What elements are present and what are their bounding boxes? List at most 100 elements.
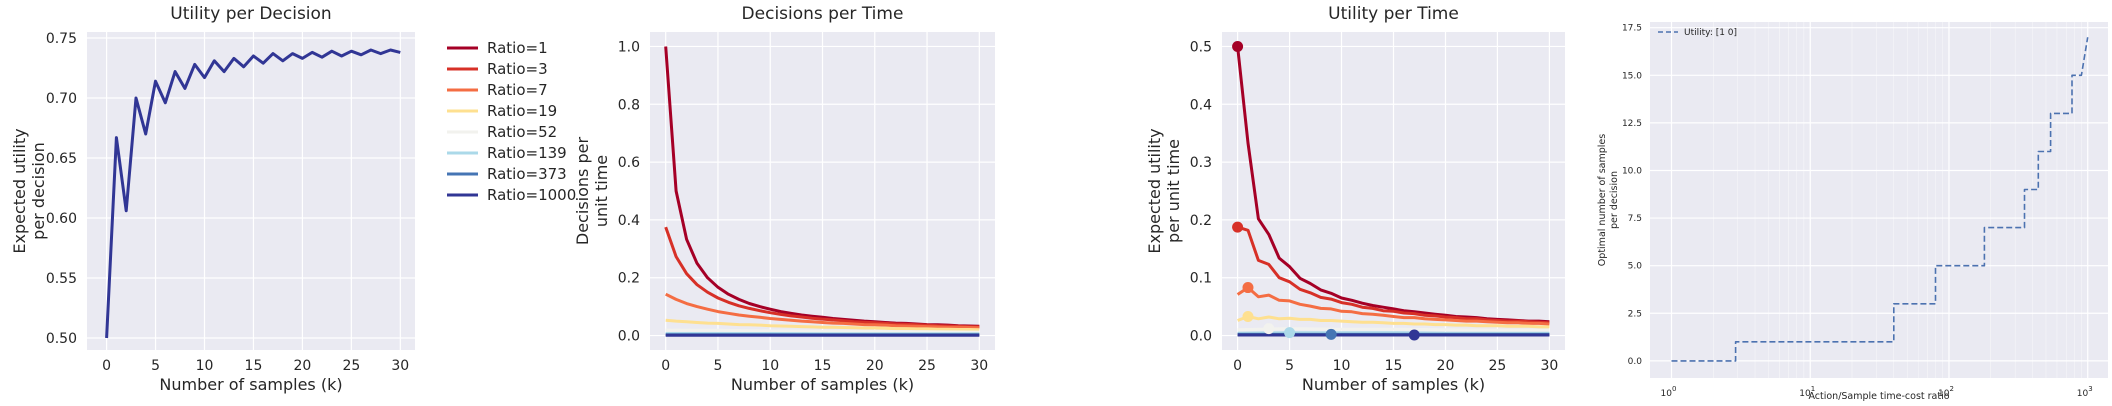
y-axis-label-line: Expected utility bbox=[1145, 128, 1164, 253]
x-tick-label: 103 bbox=[2077, 385, 2093, 399]
optimum-marker bbox=[1232, 221, 1244, 233]
x-tick-label: 5 bbox=[713, 358, 722, 374]
x-axis-label: Number of samples (k) bbox=[731, 375, 914, 394]
y-tick-label: 0.65 bbox=[46, 151, 77, 167]
y-axis-label: Optimal number of samplesper decision bbox=[1597, 134, 1620, 266]
x-tick-label: 30 bbox=[1540, 358, 1558, 374]
optimum-marker bbox=[1242, 282, 1254, 294]
y-tick-label: 0.60 bbox=[46, 211, 77, 227]
x-tick-label: 0 bbox=[1233, 358, 1242, 374]
x-tick-exp: 1 bbox=[1811, 385, 1815, 393]
legend-label: Ratio=3 bbox=[487, 60, 548, 78]
y-tick-label: 1.0 bbox=[618, 39, 640, 55]
y-tick-label: 0.0 bbox=[618, 329, 640, 345]
x-tick-label: 20 bbox=[293, 358, 311, 374]
optimum-marker bbox=[1284, 327, 1296, 339]
y-axis-label: Expected utilityper unit time bbox=[1145, 128, 1183, 253]
y-tick-label: 0.0 bbox=[1628, 357, 1643, 367]
series-line-ratio-52 bbox=[1237, 327, 1550, 332]
x-tick-label: 101 bbox=[1799, 385, 1815, 399]
x-axis-label: Action/Sample time-cost ratio bbox=[1808, 391, 1949, 402]
x-axis-label: Number of samples (k) bbox=[159, 375, 342, 394]
y-tick-label: 0.4 bbox=[618, 213, 640, 229]
optimum-marker bbox=[1408, 329, 1420, 341]
x-tick-base: 10 bbox=[1938, 389, 1950, 399]
series-line-ratio-19 bbox=[1237, 315, 1550, 329]
x-tick-exp: 0 bbox=[1672, 385, 1676, 393]
series-line-ratio-52 bbox=[665, 328, 980, 334]
x-tick-label: 20 bbox=[866, 358, 884, 374]
plot-area bbox=[87, 32, 415, 350]
y-tick-label: 15.0 bbox=[1622, 71, 1642, 81]
panel-utility-per-decision: 0.50 0.55 0.60 0.65 0.70 0.75 0 5 10 15 20 25 30 Util… bbox=[10, 4, 415, 394]
x-tick-label: 5 bbox=[151, 358, 160, 374]
y-tick-label: 0.50 bbox=[46, 331, 77, 347]
x-tick-label: 25 bbox=[342, 358, 360, 374]
y-tick-label: 0.0 bbox=[1190, 329, 1212, 345]
y-axis-label-line: per decision bbox=[1609, 171, 1620, 229]
legend-ratios: Ratio=1 Ratio=3 Ratio=7 Ratio=19 Ratio=52 Rat… bbox=[447, 39, 576, 204]
x-tick-label: 15 bbox=[1385, 358, 1403, 374]
y-axis-label: Decisions perunit time bbox=[573, 137, 611, 246]
x-tick-base: 10 bbox=[1799, 389, 1811, 399]
legend-label: Ratio=373 bbox=[487, 165, 567, 183]
y-tick-label: 5.0 bbox=[1628, 262, 1643, 272]
panel-utility-per-time: 0.0 0.1 0.2 0.3 0.4 0.5 0 5 10 15 20 25 30 Utility pe… bbox=[1145, 4, 1565, 394]
x-tick-label: 20 bbox=[1437, 358, 1455, 374]
y-tick-label: 10.0 bbox=[1622, 166, 1642, 176]
y-tick-label: 12.5 bbox=[1622, 119, 1642, 129]
chart-title: Utility per Time bbox=[1328, 4, 1459, 24]
plot-area bbox=[1650, 22, 2108, 378]
x-axis-label: Number of samples (k) bbox=[1302, 375, 1485, 394]
y-tick-label: 0.8 bbox=[618, 97, 640, 113]
legend-label: Ratio=52 bbox=[487, 123, 557, 141]
y-tick-label: 0.5 bbox=[1190, 39, 1212, 55]
series-line-main bbox=[105, 48, 401, 339]
x-tick-label: 0 bbox=[102, 358, 111, 374]
y-tick-label: 0.75 bbox=[46, 31, 77, 47]
chart-title: Decisions per Time bbox=[742, 4, 904, 24]
y-tick-label: 0.2 bbox=[1190, 213, 1212, 229]
y-axis-label: Expected utilityper decision bbox=[10, 128, 48, 253]
y-axis-label-line: Decisions per bbox=[573, 137, 592, 246]
panel-decisions-per-time: 0.0 0.2 0.4 0.6 0.8 1.0 0 5 10 15 20 25 30 Decisions … bbox=[573, 4, 995, 394]
legend-label: Ratio=19 bbox=[487, 102, 557, 120]
legend-label: Ratio=1 bbox=[487, 39, 548, 57]
y-tick-label: 0.4 bbox=[1190, 97, 1212, 113]
legend-label: Utility: [1 0] bbox=[1684, 28, 1737, 38]
y-tick-label: 0.55 bbox=[46, 271, 77, 287]
y-tick-label: 0.2 bbox=[618, 271, 640, 287]
x-tick-exp: 3 bbox=[2088, 385, 2092, 393]
x-tick-label: 100 bbox=[1661, 385, 1677, 399]
y-axis-label-line: per unit time bbox=[1164, 139, 1183, 243]
x-tick-exp: 2 bbox=[1949, 385, 1953, 393]
y-tick-label: 0.6 bbox=[618, 155, 640, 171]
optimum-marker bbox=[1242, 310, 1254, 322]
optimum-marker bbox=[1263, 323, 1275, 335]
x-tick-base: 10 bbox=[2077, 389, 2089, 399]
x-tick-label: 15 bbox=[245, 358, 263, 374]
y-axis-label-line: Expected utility bbox=[10, 128, 29, 253]
x-tick-label: 0 bbox=[661, 358, 670, 374]
legend-label: Ratio=7 bbox=[487, 81, 548, 99]
series-line-ratio-7 bbox=[1236, 286, 1550, 326]
optimum-marker bbox=[1325, 328, 1337, 340]
y-tick-label: 0.70 bbox=[46, 91, 77, 107]
series-line-utility-1-0- bbox=[1671, 37, 2089, 362]
y-tick-label: 0.1 bbox=[1190, 271, 1212, 287]
x-tick-label: 102 bbox=[1938, 385, 1954, 399]
legend-utility: Utility: [1 0] bbox=[1658, 28, 1737, 38]
y-axis-label-line: Optimal number of samples bbox=[1597, 134, 1608, 266]
series-line-ratio-7 bbox=[665, 292, 980, 330]
y-tick-label: 2.5 bbox=[1628, 309, 1642, 319]
series-line-ratio-3 bbox=[1237, 225, 1550, 325]
x-tick-base: 10 bbox=[1661, 389, 1673, 399]
series-line-ratio-19 bbox=[665, 318, 980, 332]
x-tick-label: 25 bbox=[1489, 358, 1507, 374]
x-tick-label: 10 bbox=[1333, 358, 1351, 374]
legend-label: Ratio=1000 bbox=[487, 186, 576, 204]
optimum-marker bbox=[1232, 40, 1244, 52]
x-tick-label: 30 bbox=[970, 358, 988, 374]
y-tick-label: 0.3 bbox=[1190, 155, 1212, 171]
